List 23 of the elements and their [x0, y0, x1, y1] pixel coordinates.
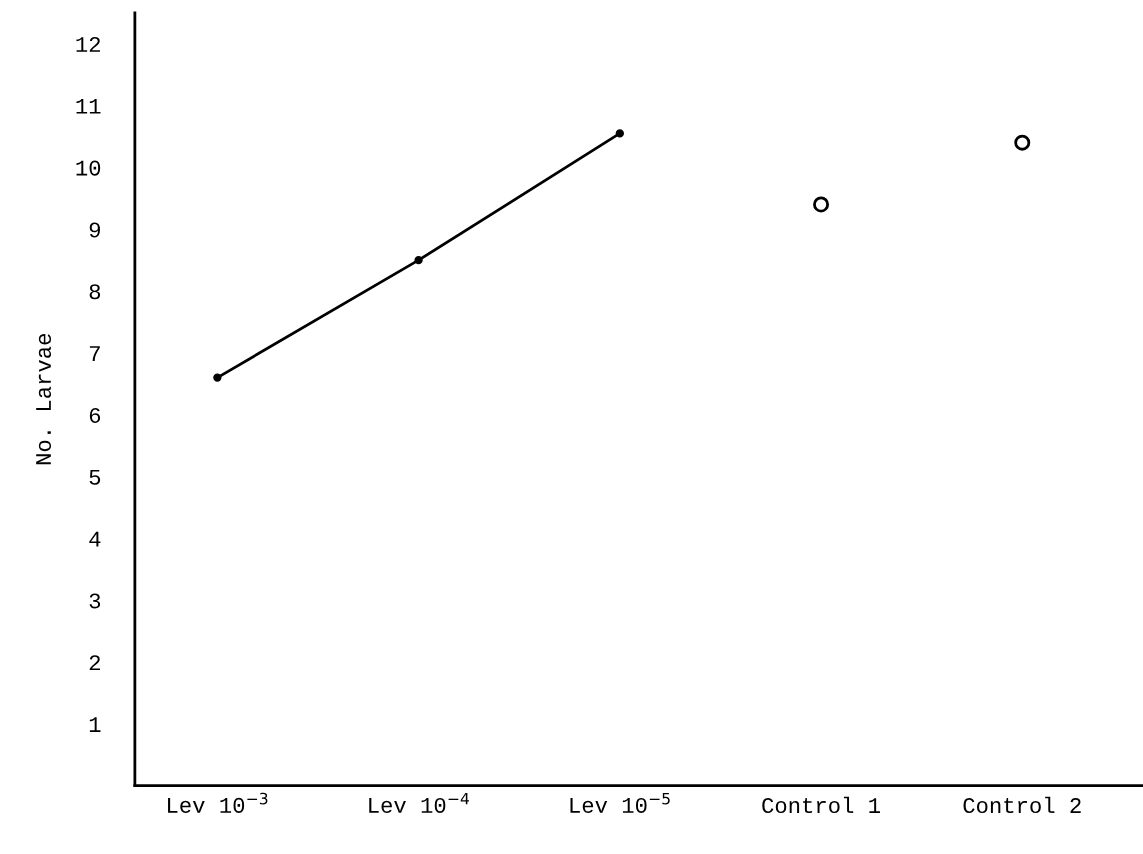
y-tick-label: 4	[89, 531, 101, 547]
point	[1014, 134, 1031, 151]
x-tick-label: Lev 10$^{−5}$	[570, 792, 670, 813]
x-tick-label: Control 1	[762, 796, 880, 814]
point	[813, 196, 830, 213]
y-tick-label: 7	[89, 346, 100, 361]
y-tick-label: 1	[89, 717, 101, 732]
y-tick-label: 10	[76, 160, 101, 176]
x-tick-label: Lev 10$^{−4}$	[369, 792, 469, 813]
y-tick-label: 2	[89, 655, 100, 671]
y-tick-label: 6	[89, 407, 101, 423]
y-tick-label: 9	[89, 222, 100, 238]
y-tick-label: 12	[76, 36, 100, 52]
y-axis-title: No. Larvae	[36, 334, 52, 465]
x-tick-label: Control 2	[963, 796, 1081, 814]
y-tick-label: 8	[89, 284, 101, 300]
y-tick-label: 3	[89, 593, 101, 609]
point	[414, 255, 423, 265]
x-tick-label: Lev 10$^{−3}$	[168, 792, 268, 813]
y-tick-label: 11	[76, 98, 101, 114]
point	[615, 129, 624, 138]
point	[213, 373, 222, 382]
y-tick-label: 5	[89, 469, 101, 485]
